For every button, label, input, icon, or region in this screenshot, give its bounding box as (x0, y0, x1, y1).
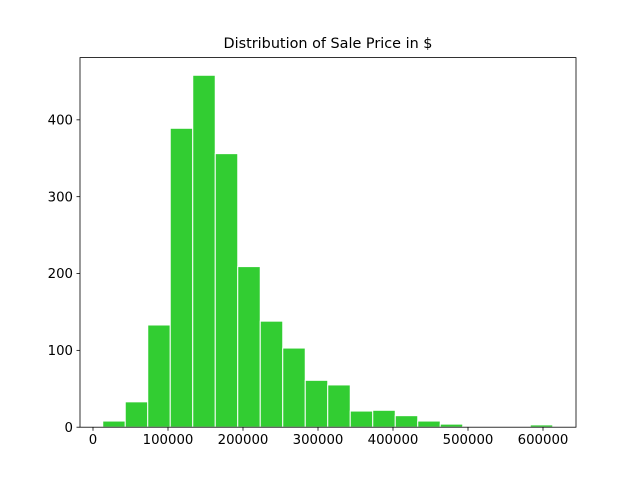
axes-frame (79, 57, 577, 428)
y-tick-label: 0 (65, 421, 73, 436)
histogram-bars (102, 74, 554, 428)
histogram-bar (282, 347, 306, 428)
histogram-bar (214, 153, 239, 428)
histogram-bar (169, 127, 194, 428)
x-tick-label: 100000 (143, 433, 194, 448)
y-axis-ticks: 0 100 200 300 400 (48, 114, 80, 436)
chart-title: Distribution of Sale Price in $ (223, 36, 433, 52)
y-tick-label: 200 (48, 267, 73, 282)
histogram-bar (327, 384, 351, 428)
histogram-bar (192, 74, 216, 428)
histogram-bar (102, 420, 126, 428)
histogram-bar (237, 266, 261, 428)
x-tick-label: 600000 (518, 433, 569, 448)
y-tick-label: 300 (48, 190, 73, 205)
histogram-bar (372, 409, 396, 428)
x-tick-label: 400000 (368, 433, 419, 448)
x-tick-label: 500000 (443, 433, 494, 448)
histogram-bar (349, 410, 374, 428)
histogram-bar (304, 379, 329, 428)
y-tick-label: 400 (48, 114, 73, 129)
x-tick-label: 200000 (218, 433, 269, 448)
histogram-bar (124, 401, 149, 428)
x-tick-label: 0 (89, 433, 97, 448)
histogram-bar (417, 420, 441, 428)
x-tick-label: 300000 (293, 433, 344, 448)
histogram-bar (259, 320, 284, 428)
x-axis-ticks: 0 100000 200000 300000 400000 500000 600000 (89, 427, 569, 448)
y-tick-label: 100 (48, 344, 73, 359)
histogram-bar (394, 415, 419, 428)
histogram-bar (439, 423, 464, 428)
histogram-bar (147, 324, 171, 428)
